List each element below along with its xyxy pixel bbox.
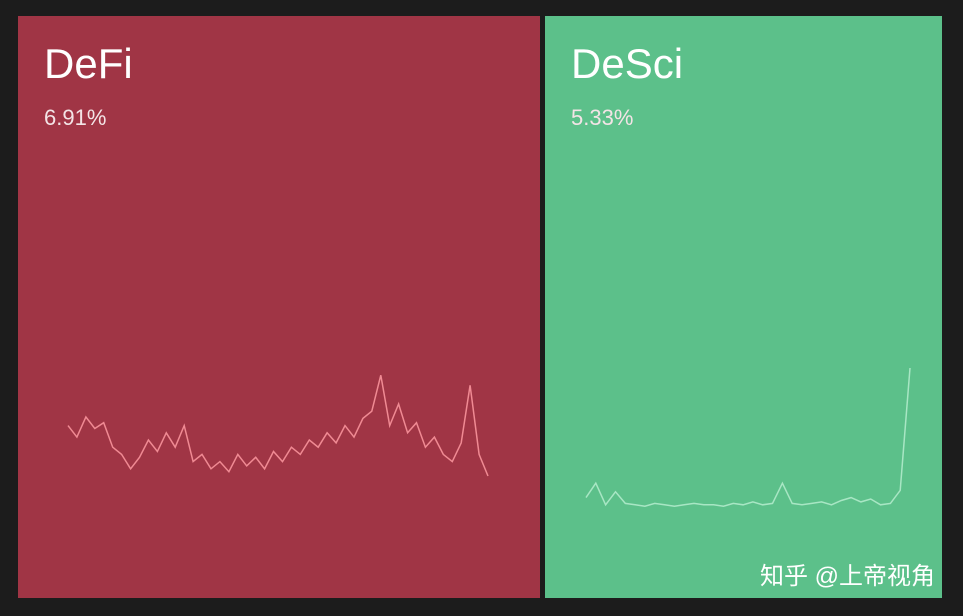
tile-title: DeSci [571,40,683,87]
tile-change: 5.33% [571,105,633,130]
sparkline [585,367,911,507]
tile [18,16,540,598]
watermark: 知乎 @上帝视角 [760,563,935,590]
tile-change: 6.91% [44,105,106,130]
tile [545,16,942,598]
tile-title: DeFi [44,40,133,87]
sparkline [67,375,489,477]
